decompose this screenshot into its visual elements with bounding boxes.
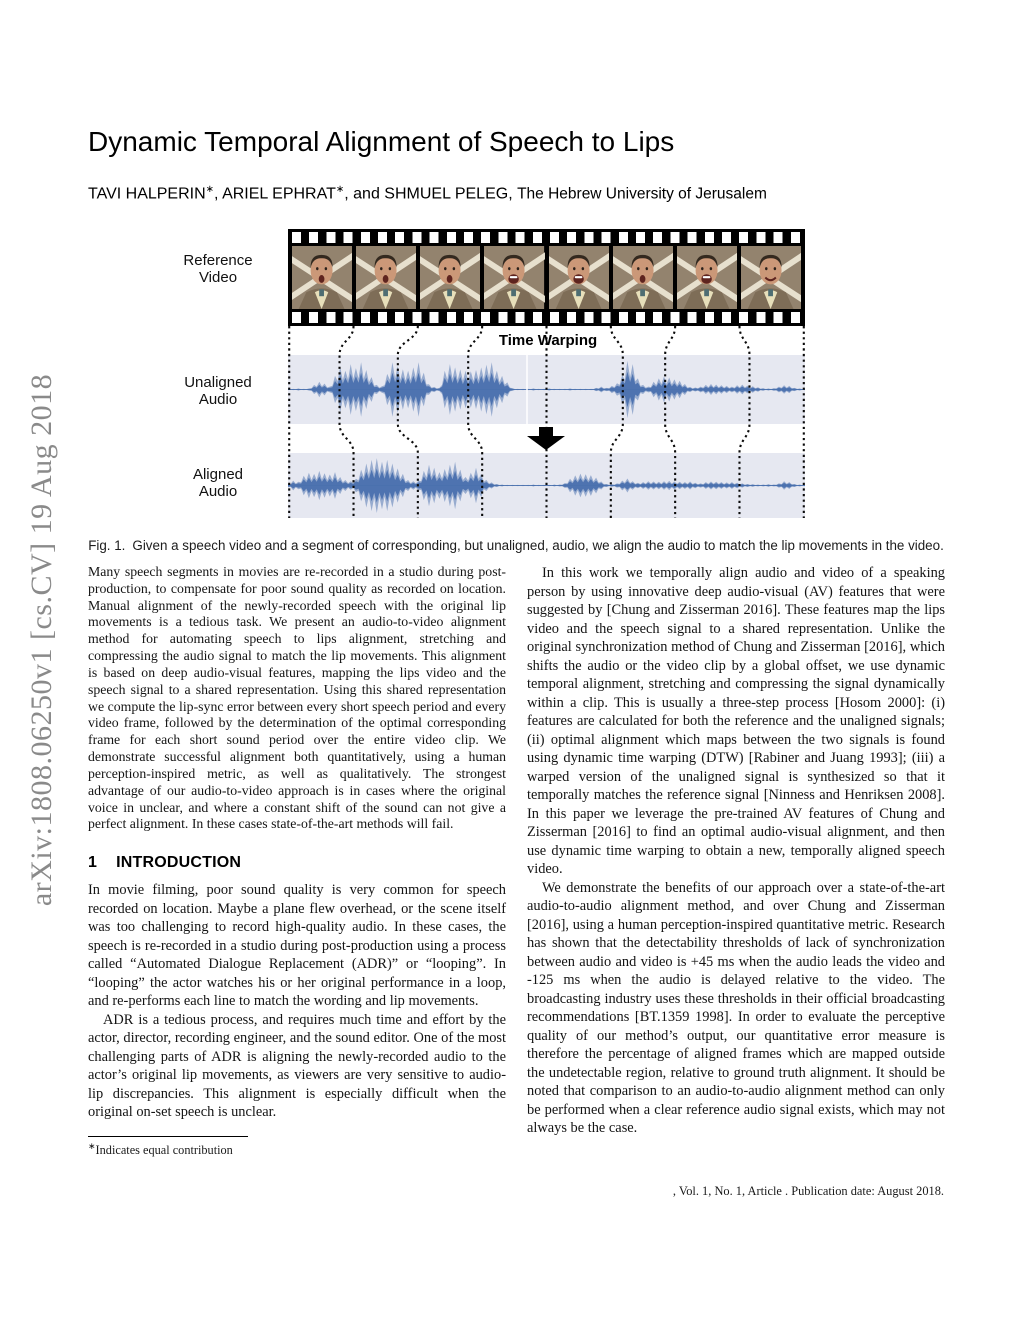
film-frame-image — [356, 246, 417, 309]
film-frame-image — [292, 246, 353, 309]
right-paragraph-2: We demonstrate the benefits of our appro… — [527, 879, 945, 1137]
unaligned-waveform-band — [288, 355, 805, 424]
film-frames — [292, 246, 801, 309]
down-arrow-icon — [527, 427, 565, 450]
label-reference-video: Reference Video — [183, 252, 253, 287]
aligned-waveform-band — [288, 453, 805, 518]
affiliation: The Hebrew University of Jerusalem — [517, 185, 767, 203]
page-title: Dynamic Temporal Alignment of Speech to … — [88, 126, 675, 157]
film-sprockets-top — [292, 232, 801, 243]
figure-caption-text: Given a speech video and a segment of co… — [132, 538, 944, 553]
label-unaligned-audio: Unaligned Audio — [184, 374, 252, 409]
film-frame-image — [740, 246, 801, 309]
right-column: In this work we temporally align audio a… — [527, 564, 945, 1138]
author-1-mark: ∗ — [205, 184, 215, 195]
film-sprockets-bottom — [292, 312, 801, 323]
footnote: ∗Indicates equal contribution — [88, 1136, 506, 1158]
intro-paragraph-2: ADR is a tedious process, and requires m… — [88, 1011, 506, 1121]
aligned-waveform — [288, 458, 805, 513]
figure-caption: Fig. 1. Given a speech video and a segmen… — [88, 538, 944, 553]
left-column: Many speech segments in movies are re-re… — [88, 564, 506, 1122]
footnote-rule — [88, 1136, 248, 1137]
film-frame-image — [420, 246, 481, 309]
author-2-mark: ∗ — [335, 184, 345, 195]
author-3: SHMUEL PELEG — [384, 185, 509, 203]
footnote-mark: ∗ — [88, 1141, 96, 1151]
abstract: Many speech segments in movies are re-re… — [88, 564, 506, 832]
section-heading-introduction: 1 INTRODUCTION — [88, 854, 242, 872]
film-strip — [288, 229, 805, 326]
film-frame-image — [484, 246, 545, 309]
author-2: ARIEL EPHRAT — [222, 185, 336, 203]
film-frame-image — [548, 246, 609, 309]
arxiv-watermark: arXiv:1808.06250v1 [cs.CV] 19 Aug 2018 — [25, 373, 58, 907]
time-warping-label: Time Warping — [498, 332, 598, 349]
figure-caption-number: Fig. 1. — [88, 538, 126, 553]
footnote-text: Indicates equal contribution — [95, 1143, 233, 1158]
author-1: TAVI HALPERIN — [88, 185, 206, 203]
film-frame-image — [612, 246, 673, 309]
authors-line: TAVI HALPERIN∗, ARIEL EPHRAT∗, and SHMUE… — [88, 184, 767, 203]
film-frame-image — [676, 246, 737, 309]
unaligned-waveform — [288, 360, 805, 419]
label-aligned-audio: Aligned Audio — [192, 466, 244, 501]
intro-paragraph-1: In movie filming, poor sound quality is … — [88, 882, 506, 1010]
journal-footer: , Vol. 1, No. 1, Article . Publication d… — [672, 1184, 944, 1198]
right-paragraph-1: In this work we temporally align audio a… — [527, 565, 945, 877]
band-divider — [525, 355, 528, 424]
